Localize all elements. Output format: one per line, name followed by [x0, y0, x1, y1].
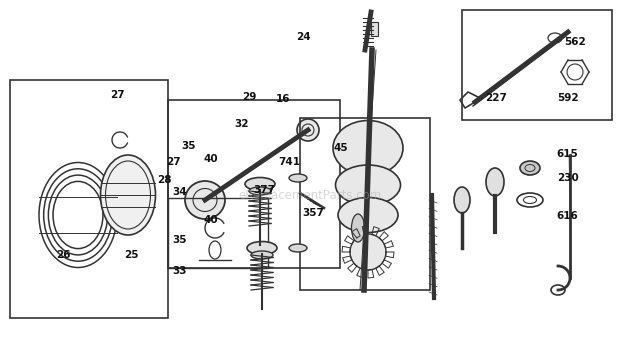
Text: 562: 562 [564, 37, 586, 47]
Text: 615: 615 [557, 149, 578, 159]
Text: 357: 357 [303, 208, 324, 218]
Text: eReplacementParts.com: eReplacementParts.com [238, 189, 382, 201]
Text: 377: 377 [253, 185, 275, 195]
Bar [10, 80, 168, 318]
Text: 33: 33 [172, 267, 187, 276]
Text: 16: 16 [276, 94, 290, 104]
Text: 28: 28 [157, 175, 171, 185]
Ellipse shape [245, 177, 275, 190]
Text: 27: 27 [110, 90, 125, 100]
Text: 29: 29 [242, 93, 256, 102]
Text: 45: 45 [334, 143, 348, 153]
Text: 35: 35 [182, 141, 196, 151]
Ellipse shape [289, 244, 307, 252]
Circle shape [350, 234, 386, 270]
Text: 40: 40 [203, 215, 218, 225]
Ellipse shape [297, 119, 319, 141]
Ellipse shape [249, 187, 271, 195]
Bar [462, 10, 612, 120]
Ellipse shape [100, 155, 156, 235]
Text: 592: 592 [557, 93, 578, 103]
Ellipse shape [185, 181, 225, 219]
Text: 230: 230 [557, 173, 578, 183]
Text: 26: 26 [56, 250, 70, 260]
Text: 25: 25 [124, 250, 138, 260]
Text: 741: 741 [278, 157, 299, 167]
Ellipse shape [247, 242, 277, 254]
Ellipse shape [333, 120, 403, 175]
Ellipse shape [251, 251, 273, 259]
Text: 35: 35 [172, 235, 187, 245]
Ellipse shape [454, 187, 470, 213]
Text: 24: 24 [296, 32, 311, 41]
Text: 616: 616 [557, 212, 578, 221]
Bar [168, 100, 340, 268]
Ellipse shape [335, 165, 401, 205]
Text: 27: 27 [166, 157, 181, 167]
Ellipse shape [352, 214, 365, 242]
Ellipse shape [486, 168, 504, 196]
Bar [168, 198, 268, 268]
Text: 32: 32 [234, 119, 249, 128]
Bar [371, 22, 378, 36]
Text: 227: 227 [485, 93, 507, 103]
Ellipse shape [289, 174, 307, 182]
Text: 34: 34 [172, 187, 187, 197]
Bar [300, 118, 430, 290]
Ellipse shape [520, 161, 540, 175]
Text: 40: 40 [203, 155, 218, 164]
Ellipse shape [338, 198, 398, 232]
